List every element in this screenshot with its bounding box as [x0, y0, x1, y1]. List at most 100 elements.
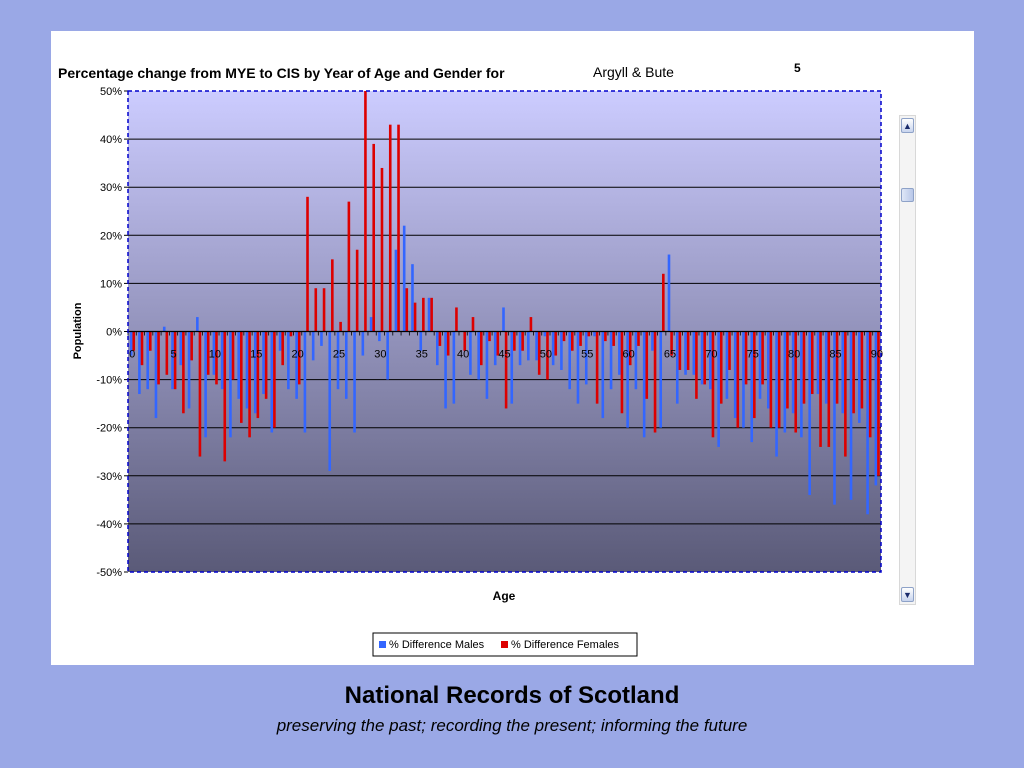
bar-females	[546, 331, 549, 380]
bar-males	[808, 331, 811, 496]
y-axis-label: Population	[72, 302, 84, 359]
bar-males	[311, 331, 315, 361]
x-tick-label: 35	[416, 349, 428, 361]
bar-males	[212, 331, 216, 375]
bar-males	[270, 331, 274, 433]
x-tick-label: 65	[664, 349, 676, 361]
bar-females	[521, 331, 524, 351]
bar-females	[670, 331, 673, 356]
x-tick-label: 40	[457, 349, 469, 361]
x-tick-label: 0	[129, 349, 135, 361]
bar-females	[198, 331, 202, 457]
chart: Percentage change from MYE to CIS by Yea…	[58, 61, 883, 657]
scroll-up-icon[interactable]: ▲	[901, 118, 914, 133]
bar-males	[518, 331, 522, 366]
bar-females	[844, 331, 847, 457]
bar-males	[709, 331, 712, 390]
bar-females	[380, 167, 384, 332]
y-tick-label: -10%	[96, 375, 122, 387]
bar-females	[297, 331, 301, 385]
x-tick-label: 20	[292, 349, 304, 361]
bar-females	[587, 331, 591, 337]
bar-males	[601, 331, 605, 419]
bar-females	[711, 331, 715, 438]
bar-males	[659, 331, 663, 428]
bar-females	[240, 331, 243, 423]
x-tick-label: 30	[374, 349, 386, 361]
bar-females	[529, 317, 533, 332]
x-tick-label: 80	[788, 349, 800, 361]
bar-males	[328, 331, 332, 471]
y-tick-label: -40%	[96, 519, 122, 531]
bar-males	[725, 331, 729, 399]
bar-males	[783, 331, 787, 433]
x-tick-label: 90	[871, 349, 883, 361]
bar-males	[154, 331, 158, 419]
bar-females	[430, 297, 433, 332]
scroll-down-icon[interactable]: ▼	[901, 587, 914, 602]
bar-females	[173, 331, 177, 390]
bar-males	[477, 331, 480, 380]
bar-males	[402, 225, 406, 332]
bar-females	[488, 331, 491, 342]
bar-females	[496, 331, 500, 356]
legend-swatch-males	[379, 641, 386, 648]
bar-females	[331, 259, 334, 332]
bar-females	[306, 196, 309, 332]
bar-females	[604, 331, 607, 342]
bar-males	[874, 331, 878, 486]
bar-males	[287, 331, 290, 390]
bar-males	[452, 331, 456, 404]
x-axis-label: Age	[493, 589, 516, 603]
vertical-scrollbar[interactable]: ▲ ▼	[899, 115, 916, 605]
bar-males	[444, 331, 447, 409]
bar-females	[595, 331, 599, 404]
bar-females	[744, 331, 748, 385]
bar-males	[717, 331, 720, 447]
scroll-thumb[interactable]	[901, 188, 914, 202]
bar-males	[692, 331, 696, 375]
bar-males	[320, 331, 323, 346]
bar-females	[868, 331, 872, 438]
bar-females	[562, 331, 566, 342]
bar-females	[860, 331, 864, 409]
bar-females	[388, 124, 392, 332]
bar-females	[314, 288, 318, 332]
bar-females	[662, 273, 665, 332]
bar-females	[215, 331, 218, 385]
bar-males	[568, 331, 571, 390]
bar-females	[364, 91, 367, 332]
bar-males	[369, 317, 373, 332]
bar-females	[794, 331, 798, 433]
bar-females	[405, 288, 409, 332]
bar-males	[427, 297, 431, 332]
bar-males	[179, 331, 183, 366]
bar-males	[824, 331, 828, 404]
bar-females	[289, 331, 293, 337]
bar-males	[262, 331, 265, 395]
bar-females	[264, 331, 268, 399]
bar-males	[733, 331, 737, 419]
bar-males	[634, 331, 638, 390]
bar-males	[651, 331, 654, 351]
bar-males	[245, 331, 249, 409]
bar-males	[378, 331, 381, 342]
bar-males	[775, 331, 778, 457]
bar-males	[278, 331, 282, 351]
bar-males	[766, 331, 770, 409]
x-tick-label: 5	[170, 349, 176, 361]
bar-males	[527, 331, 530, 361]
bar-females	[719, 331, 723, 404]
bar-females	[223, 331, 227, 462]
bar-females	[132, 331, 136, 351]
bar-females	[190, 331, 193, 361]
bar-females	[736, 331, 740, 428]
bar-males	[841, 331, 845, 414]
bar-males	[858, 331, 861, 423]
bar-males	[667, 254, 671, 332]
y-tick-label: -30%	[96, 471, 122, 483]
bar-males	[220, 331, 224, 390]
y-tick-label: 0%	[106, 327, 122, 339]
bar-females	[140, 331, 144, 366]
bar-males	[642, 331, 646, 438]
